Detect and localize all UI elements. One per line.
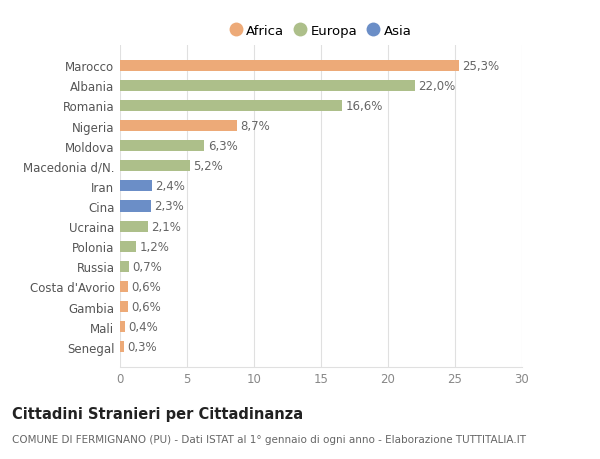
Legend: Africa, Europa, Asia: Africa, Europa, Asia: [226, 20, 416, 42]
Bar: [120, 341, 124, 353]
Bar: [120, 61, 459, 72]
Bar: [120, 281, 128, 292]
Bar: [120, 261, 130, 272]
Bar: [120, 241, 136, 252]
Bar: [120, 161, 190, 172]
Bar: [120, 121, 236, 132]
Text: 22,0%: 22,0%: [418, 79, 455, 93]
Bar: [120, 201, 151, 212]
Text: COMUNE DI FERMIGNANO (PU) - Dati ISTAT al 1° gennaio di ogni anno - Elaborazione: COMUNE DI FERMIGNANO (PU) - Dati ISTAT a…: [12, 434, 526, 444]
Bar: [120, 81, 415, 92]
Text: 2,1%: 2,1%: [151, 220, 181, 233]
Text: 25,3%: 25,3%: [463, 60, 499, 73]
Bar: [120, 302, 128, 313]
Text: 0,7%: 0,7%: [133, 260, 163, 273]
Text: Cittadini Stranieri per Cittadinanza: Cittadini Stranieri per Cittadinanza: [12, 406, 303, 421]
Bar: [120, 181, 152, 192]
Bar: [120, 321, 125, 332]
Bar: [120, 141, 205, 152]
Bar: [120, 101, 343, 112]
Text: 5,2%: 5,2%: [193, 160, 223, 173]
Bar: [120, 221, 148, 232]
Text: 8,7%: 8,7%: [240, 120, 269, 133]
Text: 2,4%: 2,4%: [155, 180, 185, 193]
Text: 16,6%: 16,6%: [346, 100, 383, 112]
Text: 1,2%: 1,2%: [139, 240, 169, 253]
Text: 0,6%: 0,6%: [131, 301, 161, 313]
Text: 0,4%: 0,4%: [129, 320, 158, 334]
Text: 0,3%: 0,3%: [127, 341, 157, 353]
Text: 2,3%: 2,3%: [154, 200, 184, 213]
Text: 0,6%: 0,6%: [131, 280, 161, 293]
Text: 6,3%: 6,3%: [208, 140, 238, 153]
